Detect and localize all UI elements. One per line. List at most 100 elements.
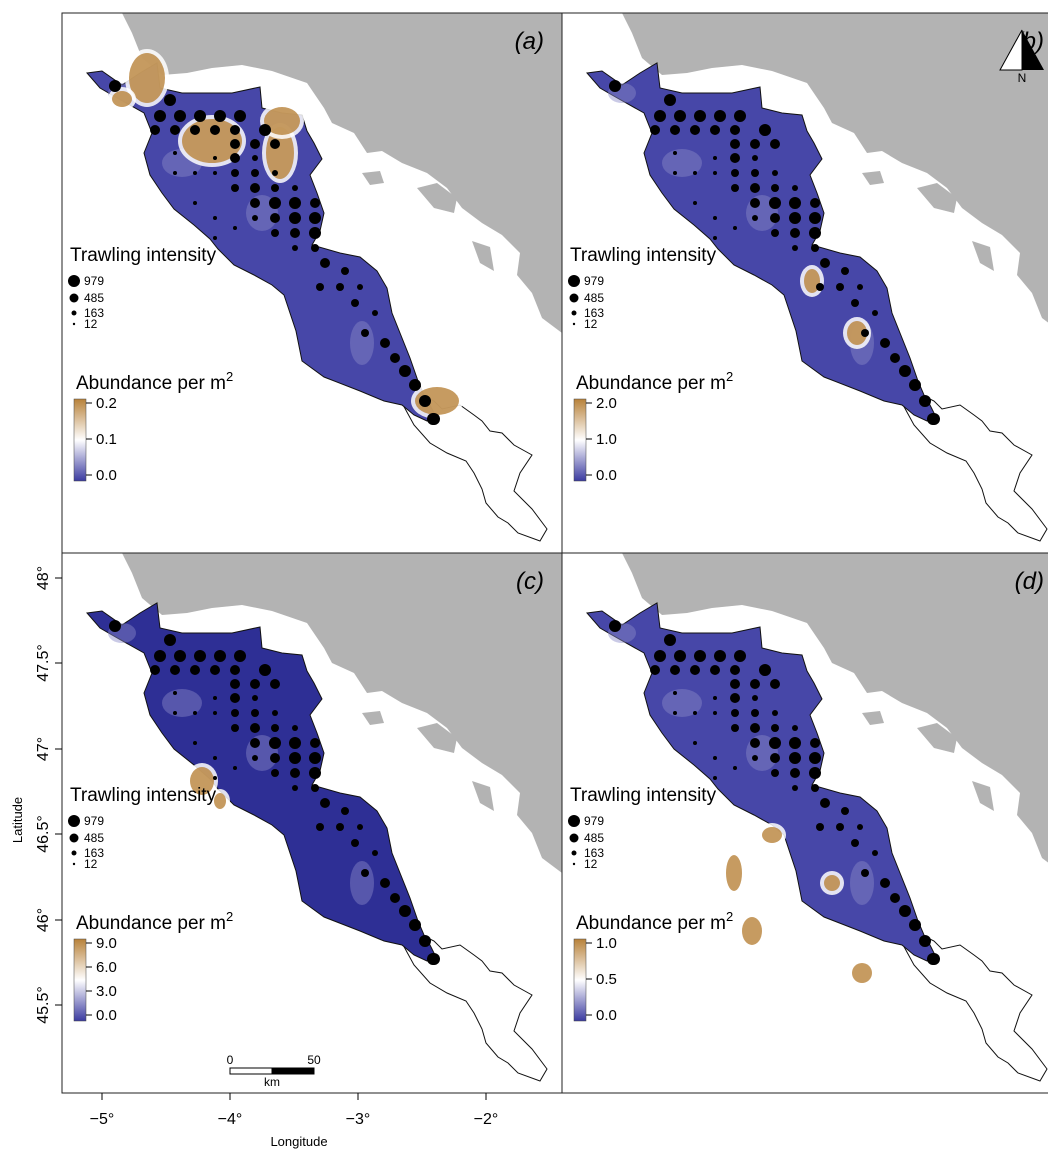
trawling-point: [734, 650, 746, 662]
abundance-hotspot: [112, 91, 132, 107]
trawling-point: [664, 634, 676, 646]
land-mass: [622, 13, 1048, 323]
island-1: [917, 183, 957, 213]
island-2: [472, 241, 494, 271]
trawling-size-label: 485: [584, 831, 604, 845]
trawling-point: [271, 229, 279, 237]
trawling-point: [234, 110, 246, 122]
scale-unit: km: [264, 1075, 280, 1089]
x-tick-label: −2°: [474, 1111, 499, 1128]
trawling-point: [792, 185, 798, 191]
trawling-point: [861, 329, 869, 337]
trawling-point: [320, 258, 330, 268]
trawling-point: [170, 665, 180, 675]
trawling-point: [792, 785, 798, 791]
trawling-point: [194, 110, 206, 122]
land-mass: [122, 13, 562, 333]
trawling-point: [750, 139, 760, 149]
trawling-point: [693, 171, 697, 175]
trawling-point: [154, 110, 166, 122]
trawling-point: [713, 156, 717, 160]
trawling-point: [771, 229, 779, 237]
trawling-point: [170, 125, 180, 135]
trawling-point: [399, 365, 411, 377]
trawling-point: [214, 650, 226, 662]
colorbar-tick-label: 1.0: [596, 935, 617, 952]
panel-label: (d): [1015, 568, 1044, 595]
trawling-point: [650, 665, 660, 675]
trawling-point: [730, 139, 740, 149]
trawling-point: [372, 850, 378, 856]
trawling-point: [341, 807, 349, 815]
low-abundance-patch: [350, 861, 374, 905]
trawling-point: [269, 197, 281, 209]
trawling-point: [811, 784, 819, 792]
trawling-point: [428, 413, 440, 425]
coastline-outline: [901, 394, 1048, 542]
trawling-point: [880, 338, 890, 348]
trawling-point: [857, 824, 863, 830]
trawling-legend-title: Trawling intensity: [70, 785, 217, 806]
trawling-point: [341, 267, 349, 275]
island-2: [472, 781, 494, 811]
trawling-point: [750, 738, 760, 748]
trawling-point: [769, 197, 781, 209]
trawling-point: [713, 171, 717, 175]
trawling-size-marker: [572, 862, 576, 866]
trawling-point: [714, 650, 726, 662]
trawling-point: [816, 823, 824, 831]
island-2: [972, 241, 994, 271]
trawling-point: [272, 710, 278, 716]
trawling-size-label: 979: [584, 274, 604, 288]
trawling-point: [230, 679, 240, 689]
abundance-hotspot: [762, 827, 782, 843]
trawling-point: [194, 650, 206, 662]
trawling-point: [694, 110, 706, 122]
trawling-point: [713, 216, 717, 220]
trawling-point: [213, 236, 217, 240]
trawling-point: [730, 153, 740, 163]
trawling-size-marker: [568, 815, 580, 827]
trawling-point: [710, 665, 720, 675]
abundance-legend-title: Abundance per m2: [76, 369, 233, 394]
trawling-size-marker: [569, 833, 579, 843]
trawling-size-marker: [569, 293, 579, 303]
abundance-hotspot: [742, 917, 762, 945]
colorbar-tick-label: 0.5: [596, 971, 617, 988]
trawling-point: [390, 353, 400, 363]
trawling-point: [320, 798, 330, 808]
trawling-point: [890, 893, 900, 903]
low-abundance-patch: [662, 149, 702, 177]
trawling-point: [654, 650, 666, 662]
trawling-point: [289, 737, 301, 749]
trawling-size-marker: [571, 310, 577, 316]
trawling-point: [880, 878, 890, 888]
abundance-hotspot: [415, 387, 459, 415]
trawling-point: [270, 753, 280, 763]
trawling-point: [351, 299, 359, 307]
trawling-point: [861, 869, 869, 877]
trawling-point: [733, 226, 737, 230]
trawling-point: [361, 329, 369, 337]
trawling-point: [271, 184, 279, 192]
trawling-size-label: 12: [84, 317, 98, 331]
trawling-point: [733, 766, 737, 770]
trawling-point: [231, 724, 239, 732]
trawling-point: [771, 184, 779, 192]
trawling-point: [713, 776, 717, 780]
trawling-size-label: 163: [84, 306, 104, 320]
trawling-point: [292, 785, 298, 791]
trawling-point: [230, 153, 240, 163]
trawling-point: [664, 94, 676, 106]
trawling-point: [769, 737, 781, 749]
trawling-point: [311, 244, 319, 252]
trawling-point: [673, 171, 677, 175]
trawling-point: [810, 198, 820, 208]
trawling-size-label: 12: [84, 857, 98, 871]
scale-label-end: 50: [307, 1053, 321, 1067]
trawling-point: [271, 724, 279, 732]
trawling-point: [230, 125, 240, 135]
trawling-point: [734, 110, 746, 122]
trawling-point: [174, 650, 186, 662]
trawling-size-label: 163: [584, 306, 604, 320]
